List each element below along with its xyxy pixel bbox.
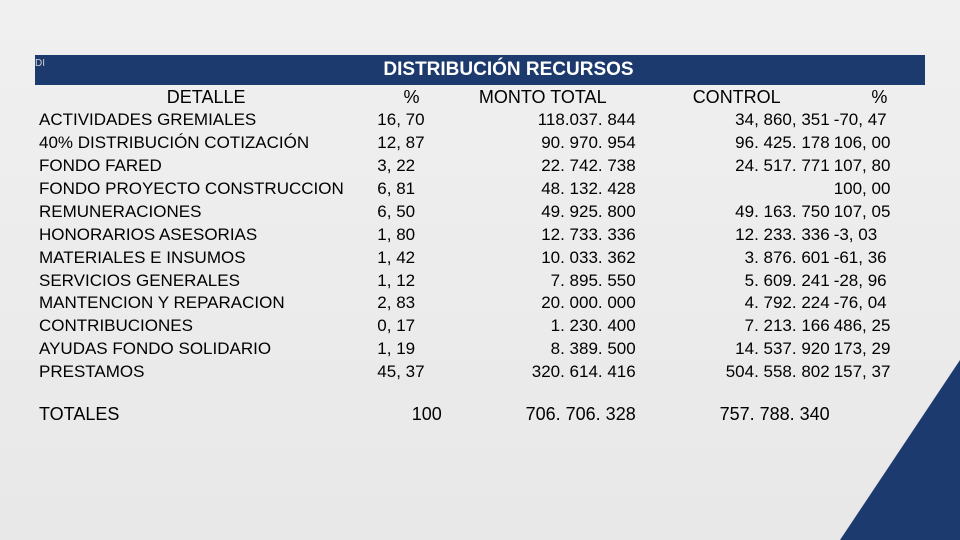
cell-control [640,178,834,201]
cell-detalle: MATERIALES E INSUMOS [35,247,377,270]
cell-pct1: 6, 81 [377,178,445,201]
cell-pct2: 486, 25 [834,315,925,338]
cell-control: 5. 609. 241 [640,270,834,293]
table-row: FONDO FARED3, 2222. 742. 73824. 517. 771… [35,155,925,178]
cell-pct1: 1, 80 [377,224,445,247]
cell-monto: 10. 033. 362 [446,247,640,270]
cell-pct2: -70, 47 [834,109,925,132]
table-title-row: DI DISTRIBUCIÓN RECURSOS [35,55,925,85]
totals-row: TOTALES100706. 706. 328757. 788. 340 [35,384,925,426]
cell-pct1: 6, 50 [377,201,445,224]
table-row: REMUNERACIONES6, 5049. 925. 80049. 163. … [35,201,925,224]
cell-monto: 1. 230. 400 [446,315,640,338]
cell-pct2: -3, 03 [834,224,925,247]
table-row: FONDO PROYECTO CONSTRUCCION6, 8148. 132.… [35,178,925,201]
cell-pct2: -28, 96 [834,270,925,293]
cell-control: 4. 792. 224 [640,292,834,315]
cell-pct2: -76, 04 [834,292,925,315]
col-pct1-header: % [377,85,445,109]
header-left-marker: DI [35,55,377,85]
col-pct2-header: % [834,85,925,109]
cell-pct1: 1, 12 [377,270,445,293]
cell-pct2: 107, 05 [834,201,925,224]
cell-detalle: ACTIVIDADES GREMIALES [35,109,377,132]
cell-control: 96. 425. 178 [640,132,834,155]
col-control-header: CONTROL [640,85,834,109]
cell-pct2: 106, 00 [834,132,925,155]
cell-pct1: 12, 87 [377,132,445,155]
cell-pct2: 100, 00 [834,178,925,201]
cell-detalle: FONDO PROYECTO CONSTRUCCION [35,178,377,201]
cell-monto: 20. 000. 000 [446,292,640,315]
table-row: MATERIALES E INSUMOS1, 4210. 033. 3623. … [35,247,925,270]
table-row: CONTRIBUCIONES0, 171. 230. 4007. 213. 16… [35,315,925,338]
cell-control: 7. 213. 166 [640,315,834,338]
table-row: PRESTAMOS45, 37320. 614. 416504. 558. 80… [35,361,925,384]
cell-monto: 118.037. 844 [446,109,640,132]
column-headers: DETALLE % MONTO TOTAL CONTROL % [35,85,925,109]
col-monto-header: MONTO TOTAL [446,85,640,109]
distribution-table-container: DI DISTRIBUCIÓN RECURSOS DETALLE % MONTO… [35,55,925,426]
cell-monto: 320. 614. 416 [446,361,640,384]
cell-detalle: MANTENCION Y REPARACION [35,292,377,315]
table-row: 40% DISTRIBUCIÓN COTIZACIÓN12, 8790. 970… [35,132,925,155]
cell-detalle: CONTRIBUCIONES [35,315,377,338]
cell-pct1: 1, 19 [377,338,445,361]
cell-pct2: 107, 80 [834,155,925,178]
cell-control: 14. 537. 920 [640,338,834,361]
cell-control: 49. 163. 750 [640,201,834,224]
cell-monto: 12. 733. 336 [446,224,640,247]
cell-pct1: 45, 37 [377,361,445,384]
cell-monto: 48. 132. 428 [446,178,640,201]
cell-pct1: 2, 83 [377,292,445,315]
distribution-table: DI DISTRIBUCIÓN RECURSOS DETALLE % MONTO… [35,55,925,426]
table-row: SERVICIOS GENERALES1, 127. 895. 5505. 60… [35,270,925,293]
cell-control: 24. 517. 771 [640,155,834,178]
cell-detalle: 40% DISTRIBUCIÓN COTIZACIÓN [35,132,377,155]
totals-pct1: 100 [377,384,445,426]
cell-control: 34, 860, 351 [640,109,834,132]
cell-control: 504. 558. 802 [640,361,834,384]
cell-control: 3. 876. 601 [640,247,834,270]
table-row: MANTENCION Y REPARACION2, 8320. 000. 000… [35,292,925,315]
cell-pct2: 157, 37 [834,361,925,384]
table-row: ACTIVIDADES GREMIALES16, 70118.037. 8443… [35,109,925,132]
cell-detalle: HONORARIOS ASESORIAS [35,224,377,247]
cell-detalle: PRESTAMOS [35,361,377,384]
cell-pct1: 3, 22 [377,155,445,178]
cell-monto: 7. 895. 550 [446,270,640,293]
cell-detalle: FONDO FARED [35,155,377,178]
cell-pct1: 0, 17 [377,315,445,338]
cell-detalle: AYUDAS FONDO SOLIDARIO [35,338,377,361]
cell-monto: 49. 925. 800 [446,201,640,224]
cell-detalle: SERVICIOS GENERALES [35,270,377,293]
cell-pct2: 173, 29 [834,338,925,361]
col-detalle-header: DETALLE [35,85,377,109]
cell-control: 12. 233. 336 [640,224,834,247]
cell-pct2: -61, 36 [834,247,925,270]
table-title: DISTRIBUCIÓN RECURSOS [377,55,639,85]
totals-control: 757. 788. 340 [640,384,834,426]
table-row: HONORARIOS ASESORIAS1, 8012. 733. 33612.… [35,224,925,247]
cell-pct1: 16, 70 [377,109,445,132]
cell-monto: 90. 970. 954 [446,132,640,155]
table-row: AYUDAS FONDO SOLIDARIO1, 198. 389. 50014… [35,338,925,361]
totals-monto: 706. 706. 328 [446,384,640,426]
cell-pct1: 1, 42 [377,247,445,270]
totals-pct2 [834,384,925,426]
cell-monto: 22. 742. 738 [446,155,640,178]
cell-monto: 8. 389. 500 [446,338,640,361]
cell-detalle: REMUNERACIONES [35,201,377,224]
totals-label: TOTALES [35,384,377,426]
